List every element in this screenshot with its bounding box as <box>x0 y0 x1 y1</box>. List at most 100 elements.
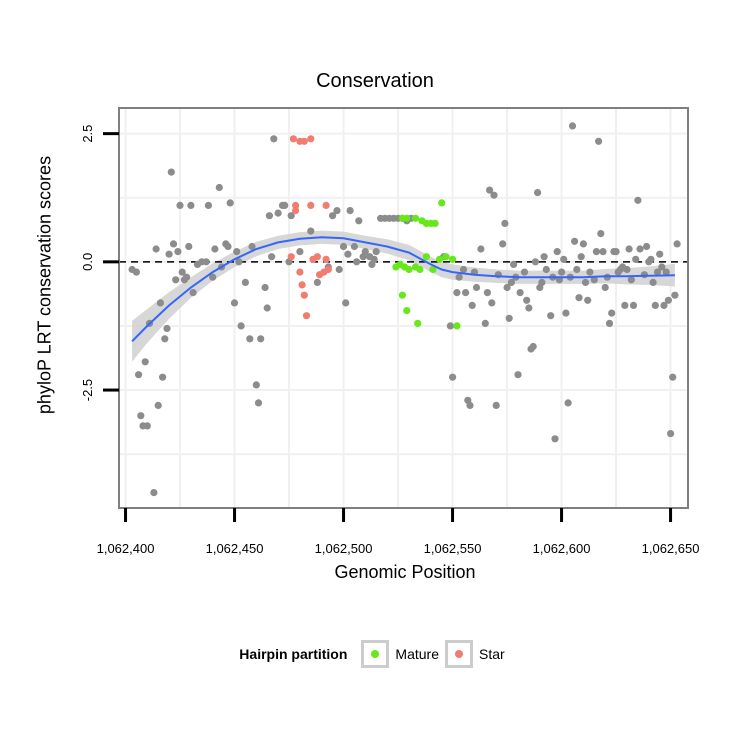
data-point-other <box>540 253 548 261</box>
legend-title: Hairpin partition <box>239 646 348 662</box>
data-point-star <box>324 265 332 274</box>
data-point-other <box>601 283 609 292</box>
plot-panel-background <box>119 108 688 508</box>
data-point-other <box>462 289 470 297</box>
data-point-other <box>625 245 633 253</box>
data-point-other <box>333 207 341 215</box>
data-point-other <box>658 263 666 271</box>
data-point-other <box>346 207 354 215</box>
data-point-other <box>660 301 668 309</box>
data-point-other <box>137 412 145 420</box>
data-point-other <box>547 312 555 320</box>
data-point-other <box>174 248 182 256</box>
data-point-other <box>667 430 675 438</box>
data-point-other <box>233 248 241 256</box>
data-point-other <box>178 268 186 276</box>
smooth-curve-layer <box>131 236 675 343</box>
data-point-other <box>673 240 681 248</box>
data-point-other <box>307 227 315 235</box>
data-point-other <box>629 301 638 309</box>
data-point-other <box>468 301 476 309</box>
data-point-star <box>287 253 295 261</box>
data-point-other <box>156 299 164 307</box>
data-point-star <box>313 253 321 261</box>
data-point-other <box>252 381 260 389</box>
data-point-other <box>507 278 515 286</box>
data-point-other <box>647 255 655 263</box>
legend-label-mature: Mature <box>395 646 439 662</box>
data-point-other <box>455 273 463 281</box>
data-point-other <box>150 489 158 497</box>
data-point-other <box>296 248 304 256</box>
data-point-other <box>261 283 269 292</box>
data-point-other <box>558 268 566 276</box>
data-point-other <box>577 253 585 261</box>
data-point-other <box>361 248 369 256</box>
data-point-other <box>564 399 572 407</box>
data-point-other <box>501 219 509 227</box>
y-tick-label: -2.5 <box>80 379 95 401</box>
plot-panel-border <box>118 107 689 509</box>
data-point-other <box>586 268 594 276</box>
confidence-ribbon-layer <box>132 230 675 362</box>
data-point-other <box>636 245 644 253</box>
data-point-mature <box>411 214 420 222</box>
data-point-other <box>235 258 243 266</box>
data-point-other <box>560 255 568 263</box>
data-point-other <box>514 371 522 379</box>
data-point-other <box>154 401 162 409</box>
data-point-other <box>274 209 282 217</box>
data-point-other <box>553 248 561 256</box>
data-point-other <box>531 258 540 266</box>
data-point-other <box>355 217 363 225</box>
data-point-other <box>335 265 343 274</box>
data-point-other <box>573 265 581 274</box>
y-tick-label: 0.0 <box>80 253 95 271</box>
data-point-other <box>167 168 175 176</box>
data-point-other <box>281 201 289 209</box>
data-point-other <box>643 242 651 251</box>
data-point-other <box>472 283 481 292</box>
data-point-other <box>651 301 659 309</box>
data-point-other <box>459 265 468 274</box>
data-point-other <box>523 296 531 304</box>
data-point-other <box>246 335 254 343</box>
mature-dot-icon <box>371 650 380 658</box>
legend-item-mature: Mature <box>361 640 439 668</box>
data-point-other <box>204 201 212 209</box>
confidence-ribbon <box>132 230 675 362</box>
data-point-star <box>298 281 306 289</box>
y-tick-label: 2.5 <box>80 125 95 143</box>
data-point-other <box>169 240 178 248</box>
x-tick-label: 1,062,650 <box>642 541 700 556</box>
data-point-other <box>237 322 245 330</box>
data-point-other <box>176 201 184 209</box>
data-point-other <box>353 258 361 266</box>
data-point-other <box>490 191 498 199</box>
data-point-other <box>612 248 620 256</box>
data-point-star <box>322 255 330 263</box>
data-point-other <box>230 299 239 307</box>
data-point-other <box>189 289 197 297</box>
data-point-other <box>172 276 180 284</box>
data-point-other <box>226 199 234 207</box>
data-point-other <box>669 373 677 381</box>
data-point-other <box>595 137 603 145</box>
data-point-other <box>605 319 614 327</box>
data-point-mature <box>416 265 424 274</box>
data-point-mature <box>453 322 461 330</box>
x-tick-label: 1,062,550 <box>424 541 482 556</box>
data-point-other <box>649 278 657 286</box>
data-point-other <box>597 230 605 238</box>
data-point-other <box>159 373 167 381</box>
data-point-other <box>350 242 358 251</box>
legend-key-mature <box>361 640 390 668</box>
data-point-other <box>344 250 352 258</box>
data-point-mature <box>429 265 437 274</box>
data-point-other <box>529 342 537 351</box>
data-point-other <box>653 268 662 276</box>
data-point-star <box>307 201 315 209</box>
legend-item-star: Star <box>445 640 505 668</box>
data-point-other <box>339 242 348 251</box>
data-point-star <box>302 312 311 320</box>
